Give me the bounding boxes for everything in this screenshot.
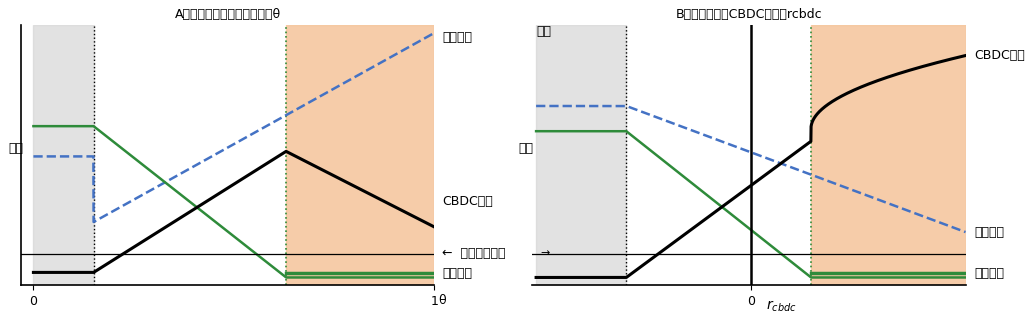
Text: →: →: [541, 249, 550, 259]
Text: 存款份额: 存款份额: [443, 31, 473, 44]
Bar: [33, 25, 94, 285]
Bar: [286, 25, 434, 285]
Y-axis label: 份额: 份额: [519, 142, 534, 155]
Text: 份额: 份额: [537, 25, 551, 38]
Bar: [536, 25, 626, 285]
Text: CBDC份额: CBDC份额: [974, 49, 1025, 62]
Title: B：现金份额和CBDC利率，rcbdc: B：现金份额和CBDC利率，rcbdc: [675, 8, 821, 21]
Title: A：现金份额和类现金程度，θ: A：现金份额和类现金程度，θ: [174, 8, 281, 21]
Text: CBDC份额: CBDC份额: [443, 195, 493, 208]
Text: $r_{cbdc}$: $r_{cbdc}$: [766, 299, 796, 314]
Text: ←  网络效应阈值: ← 网络效应阈值: [443, 247, 506, 260]
Y-axis label: 份额: 份额: [8, 142, 24, 155]
Text: θ: θ: [439, 294, 446, 307]
Text: 现金份额: 现金份额: [443, 267, 473, 280]
Text: 存款份额: 存款份额: [974, 226, 1004, 239]
Text: 现金份额: 现金份额: [974, 267, 1004, 280]
Bar: [811, 25, 966, 285]
